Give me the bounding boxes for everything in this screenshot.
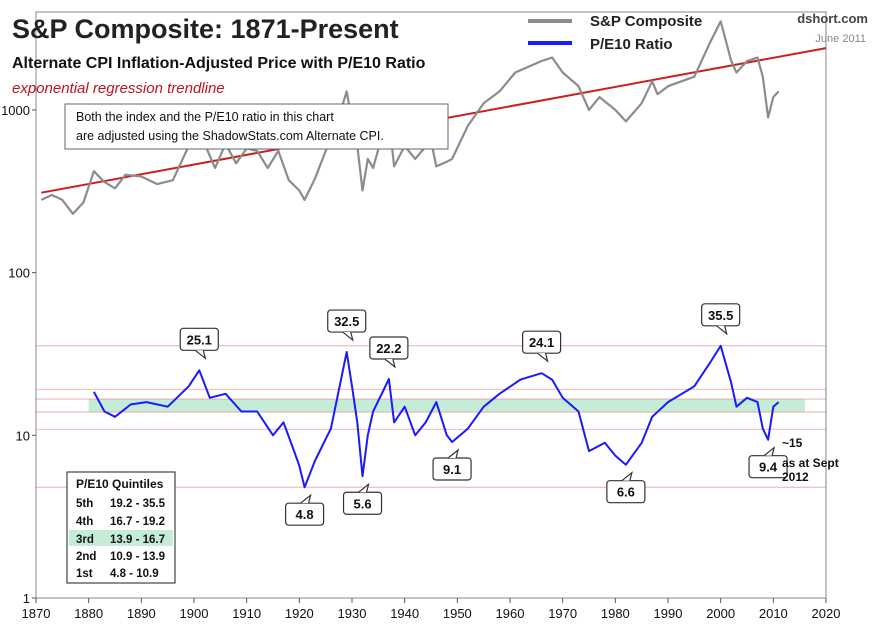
info-line-2: are adjusted using the ShadowStats.com A… [76,129,384,143]
callout-pointer-0 [194,349,207,360]
quintile-bands [36,345,826,488]
callout-1: 32.5 [327,309,367,342]
callout-label-0: 25.1 [187,332,212,347]
x-tick-label-1920: 1920 [285,606,314,621]
quintile-range-4th: 16.7 - 19.2 [110,516,165,528]
quintile-name-3rd: 3rd [76,534,94,546]
callout-label-8: 6.6 [617,485,635,500]
callout-2: 22.2 [369,336,409,369]
trendline-note: exponential regression trendline [12,80,225,97]
callout-pointer-2 [384,358,396,369]
x-tick-label-1960: 1960 [496,606,525,621]
x-tick-label-1900: 1900 [180,606,209,621]
callout-8: 6.6 [606,471,646,504]
callout-4: 35.5 [701,303,741,336]
callout-7: 9.1 [432,448,472,481]
quintile-table-frame [66,471,176,584]
callout-pointer-8 [621,471,633,482]
callout-label-3: 24.1 [529,335,554,350]
x-tick-label-1910: 1910 [232,606,261,621]
side-note-line-2: as at Sept [782,456,839,470]
y-tick-label-10: 10 [16,428,30,443]
info-box: Both the index and the P/E10 ratio in th… [64,103,449,150]
callout-pointer-9 [763,446,776,457]
quintile-title: P/E10 Quintiles [76,477,164,491]
legend: S&P Composite P/E10 Ratio [528,13,702,53]
x-tick-label-1970: 1970 [548,606,577,621]
quintile-range-2nd: 10.9 - 13.9 [110,551,165,563]
callout-label-6: 5.6 [353,496,371,511]
callout-label-4: 35.5 [708,308,733,323]
callout-label-5: 4.8 [296,507,314,522]
x-tick-label-1930: 1930 [338,606,367,621]
x-tick-label-1940: 1940 [390,606,419,621]
info-line-1: Both the index and the P/E10 ratio in th… [76,110,334,124]
x-tick-label-2000: 2000 [706,606,735,621]
x-tick-label-1980: 1980 [601,606,630,621]
callout-6: 5.6 [342,482,383,515]
quintile-range-3rd: 13.9 - 16.7 [110,534,165,546]
series-line-pe10 [93,344,780,489]
plot-frame [35,11,827,599]
side-note-line-1: ~15 [782,436,803,450]
callout-pointer-1 [342,331,354,342]
callout-label-2: 22.2 [376,341,401,356]
legend-label-pe: P/E10 Ratio [590,36,673,53]
quintile-name-2nd: 2nd [76,551,96,563]
side-note-line-3: 2012 [782,470,809,484]
callout-pointer-3 [537,352,549,363]
quintile-range-1st: 4.8 - 10.9 [110,568,159,580]
x-tick-label-1990: 1990 [654,606,683,621]
x-tick-label-2010: 2010 [759,606,788,621]
third-quintile-band [88,399,805,413]
info-box-frame [64,103,449,150]
quintile-highlight [69,530,173,546]
callout-pointer-4 [716,325,728,336]
x-tick-label-1950: 1950 [443,606,472,621]
callout-group: 25.1 32.5 22.2 24.1 35.5 4.8 5.6 9.1 6.6 9.4 [179,303,788,526]
callout-pointer-6 [358,482,370,493]
y-tick-label-1: 1 [23,591,30,606]
y-tick-label-1000: 1000 [1,103,30,118]
legend-label-sp: S&P Composite [590,13,702,30]
callout-label-7: 9.1 [443,462,461,477]
quintile-name-1st: 1st [76,568,93,580]
x-tick-label-1880: 1880 [74,606,103,621]
callout-0: 25.1 [179,327,219,360]
quintile-name-5th: 5th [76,498,93,510]
x-tick-label-2020: 2020 [812,606,841,621]
callout-label-9: 9.4 [759,460,778,475]
callout-pointer-5 [300,493,312,504]
callout-5: 4.8 [285,493,325,526]
side-note: ~15 as at Sept 2012 [782,436,839,484]
quintile-table: P/E10 Quintiles 5th 19.2 - 35.5 4th 16.7… [66,471,176,584]
chart-title: S&P Composite: 1871-Present [12,14,399,44]
axes-group: 1870 1880 1890 1900 1910 1920 1930 1940 1950 1960… [1,103,840,621]
callout-pointer-7 [447,448,460,459]
callout-9: 9.4 [748,446,788,479]
callout-3: 24.1 [521,330,562,363]
source-label: dshort.com [797,11,868,26]
x-tick-label-1890: 1890 [127,606,156,621]
quintile-name-4th: 4th [76,516,93,528]
quintile-range-5th: 19.2 - 35.5 [110,498,166,510]
y-tick-label-100: 100 [8,266,30,281]
x-tick-label-1870: 1870 [22,606,51,621]
chart-subtitle: Alternate CPI Inflation-Adjusted Price w… [12,55,426,72]
source-date: June 2011 [815,33,866,45]
callout-label-1: 32.5 [334,314,359,329]
